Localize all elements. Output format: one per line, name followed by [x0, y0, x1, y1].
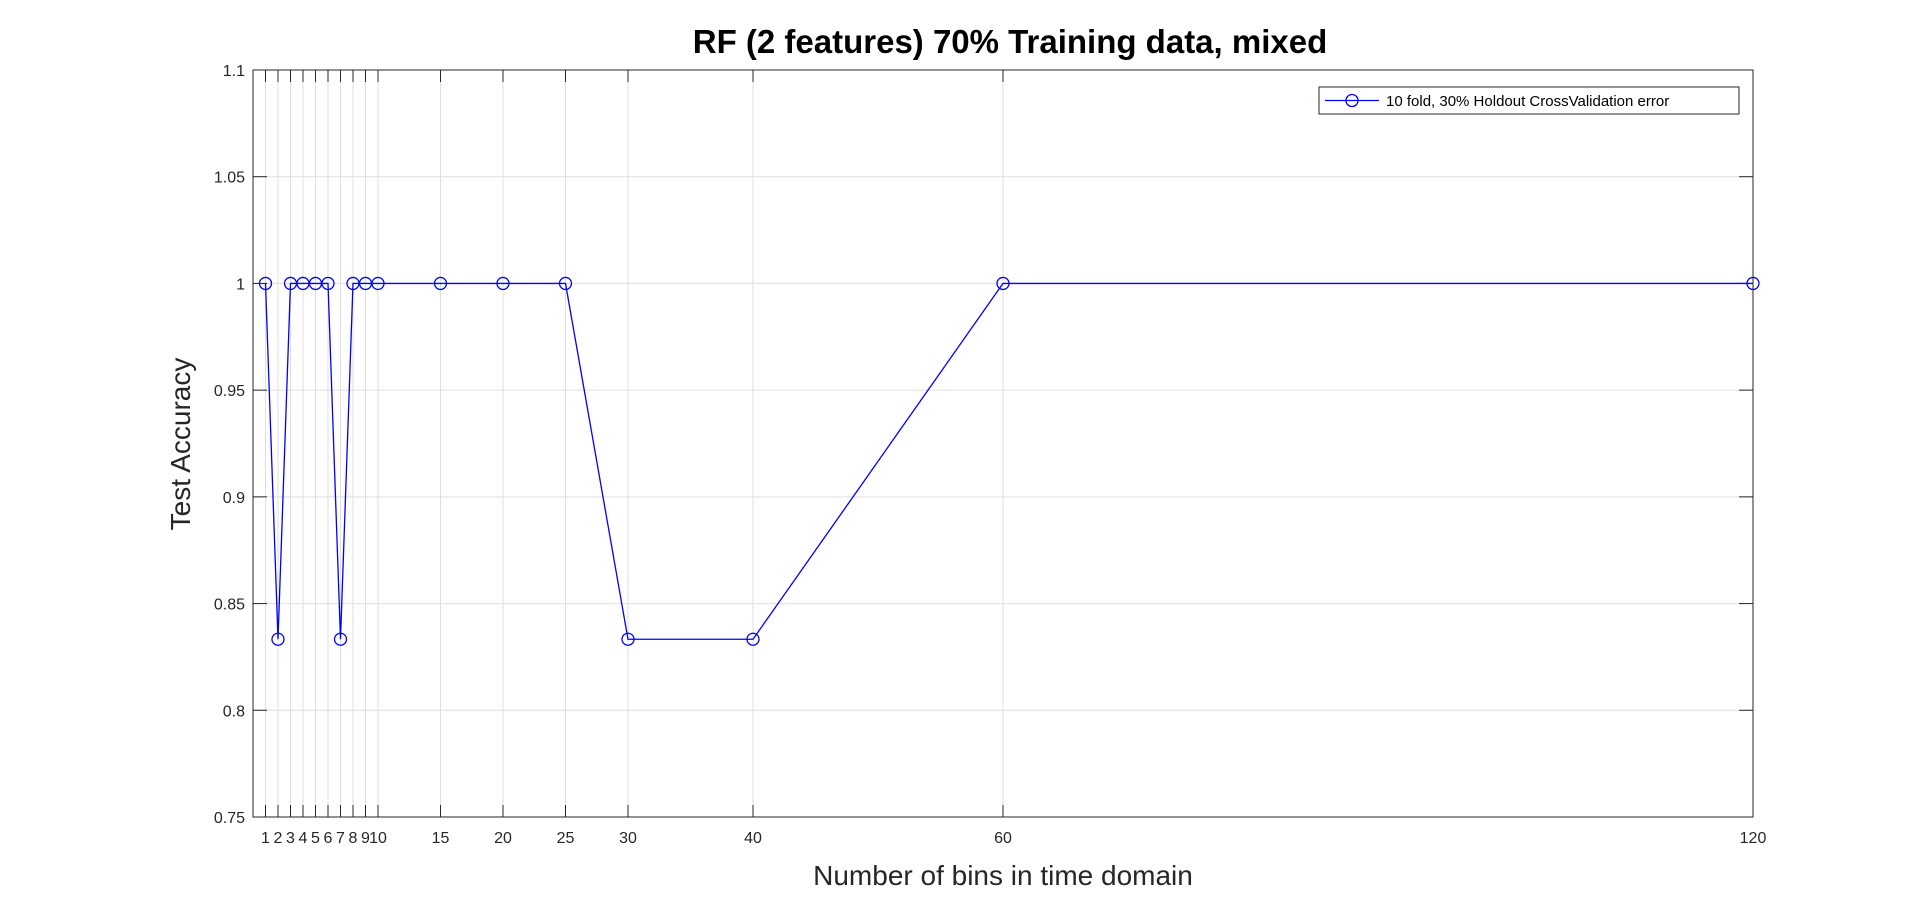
y-axis-tick-labels: 0.75 0.8 0.85 0.9 0.95 1 1.05 1.1 [214, 63, 245, 827]
data-point [371, 276, 385, 291]
data-point [496, 276, 510, 291]
x-tick-label: 6 [324, 830, 333, 847]
plot-frame [252, 69, 1754, 818]
data-point [621, 632, 635, 646]
axis-ticks [253, 69, 1754, 818]
series-line [264, 282, 1753, 640]
y-tick-label: 0.75 [214, 810, 245, 827]
data-point [558, 276, 573, 291]
y-tick-label: 0.9 [223, 490, 245, 507]
x-tick-label: 7 [336, 830, 345, 847]
x-tick-label: 9 [361, 830, 370, 847]
legend-box [1318, 86, 1740, 115]
y-tick-label: 0.85 [214, 597, 245, 614]
data-point [1746, 276, 1760, 291]
x-tick-label: 1 [261, 830, 270, 847]
x-tick-label: 2 [274, 830, 283, 847]
x-tick-label: 3 [286, 830, 295, 847]
y-tick-label: 1 [236, 276, 245, 293]
x-tick-label: 10 [369, 830, 387, 847]
legend-entry-label: 10 fold, 30% Holdout CrossValidation err… [1386, 93, 1669, 110]
data-point [321, 276, 335, 291]
legend: 10 fold, 30% Holdout CrossValidation err… [1318, 86, 1740, 115]
y-tick-label: 0.8 [223, 703, 245, 720]
x-tick-label: 20 [494, 830, 512, 847]
data-point [271, 632, 285, 646]
x-tick-label: 25 [557, 830, 575, 847]
x-tick-label: 4 [299, 830, 308, 847]
x-tick-label: 40 [744, 830, 762, 847]
x-axis-label: Number of bins in time domain [813, 860, 1193, 891]
y-axis-label: Test Accuracy [165, 358, 196, 531]
y-tick-label: 1.1 [223, 63, 245, 80]
legend-marker-circle [1345, 93, 1359, 108]
y-tick-label: 1.05 [214, 170, 245, 187]
x-tick-label: 15 [432, 830, 450, 847]
data-point [433, 276, 448, 291]
x-tick-label: 120 [1740, 830, 1767, 847]
data-point [996, 276, 1010, 291]
x-tick-label: 30 [619, 830, 637, 847]
chart-title: RF (2 features) 70% Training data, mixed [693, 23, 1328, 60]
x-tick-label: 8 [349, 830, 358, 847]
x-tick-label: 5 [311, 830, 320, 847]
x-tick-label: 60 [994, 830, 1012, 847]
x-axis-tick-labels: 1 2 3 4 5 6 7 8 9 10 15 20 25 30 40 60 120 [261, 830, 1766, 847]
data-point [258, 276, 273, 291]
data-point [746, 632, 760, 646]
data-series [258, 276, 1760, 646]
data-point [333, 632, 348, 646]
y-tick-label: 0.95 [214, 383, 245, 400]
